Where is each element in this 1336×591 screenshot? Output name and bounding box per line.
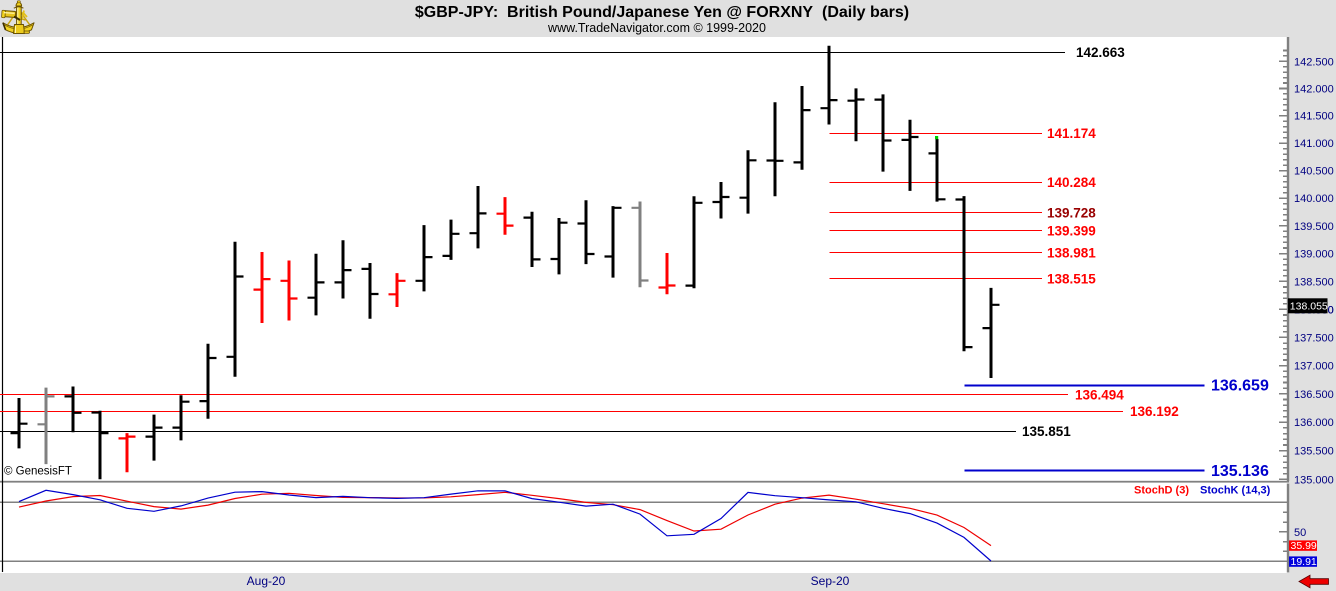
svg-text:137.500: 137.500 [1294,332,1334,344]
svg-text:139.500: 139.500 [1294,221,1334,233]
svg-text:138.981: 138.981 [1047,246,1096,261]
svg-text:138.055: 138.055 [1290,300,1328,312]
svg-text:Sep-20: Sep-20 [811,574,850,588]
svg-text:140.500: 140.500 [1294,166,1334,178]
svg-text:136.659: 136.659 [1211,378,1269,395]
svg-text:StochK (14,3): StochK (14,3) [1200,485,1271,497]
svg-text:136.494: 136.494 [1075,387,1124,402]
svg-text:140.000: 140.000 [1294,193,1334,205]
svg-text:$GBP-JPY: British Pound/Japan: $GBP-JPY: British Pound/Japanese Yen @ F… [415,4,909,21]
svg-text:139.728: 139.728 [1047,206,1096,221]
svg-text:Aug-20: Aug-20 [247,574,286,588]
svg-text:141.000: 141.000 [1294,138,1334,150]
svg-text:www.TradeNavigator.com © 1999-: www.TradeNavigator.com © 1999-2020 [547,21,766,35]
svg-text:138.515: 138.515 [1047,272,1096,287]
svg-text:50: 50 [1294,527,1306,539]
svg-text:142.663: 142.663 [1076,45,1125,60]
svg-text:136.000: 136.000 [1294,417,1334,429]
svg-text:135.500: 135.500 [1294,446,1334,458]
svg-text:142.500: 142.500 [1294,56,1334,68]
svg-text:135.136: 135.136 [1211,463,1269,480]
svg-text:136.500: 136.500 [1294,389,1334,401]
svg-text:142.000: 142.000 [1294,84,1334,96]
svg-text:141.500: 141.500 [1294,111,1334,123]
svg-text:140.284: 140.284 [1047,175,1096,190]
svg-text:35.99: 35.99 [1291,540,1317,552]
svg-text:139.000: 139.000 [1294,249,1334,261]
svg-text:135.851: 135.851 [1022,424,1071,439]
svg-text:136.192: 136.192 [1130,404,1179,419]
svg-text:139.399: 139.399 [1047,224,1096,239]
svg-text:© GenesisFT: © GenesisFT [4,466,72,478]
svg-text:138.500: 138.500 [1294,276,1334,288]
svg-text:137.000: 137.000 [1294,361,1334,373]
svg-text:135.000: 135.000 [1294,474,1334,486]
svg-text:StochD (3): StochD (3) [1134,485,1189,497]
svg-text:19.91: 19.91 [1291,556,1317,568]
svg-text:141.174: 141.174 [1047,126,1096,141]
